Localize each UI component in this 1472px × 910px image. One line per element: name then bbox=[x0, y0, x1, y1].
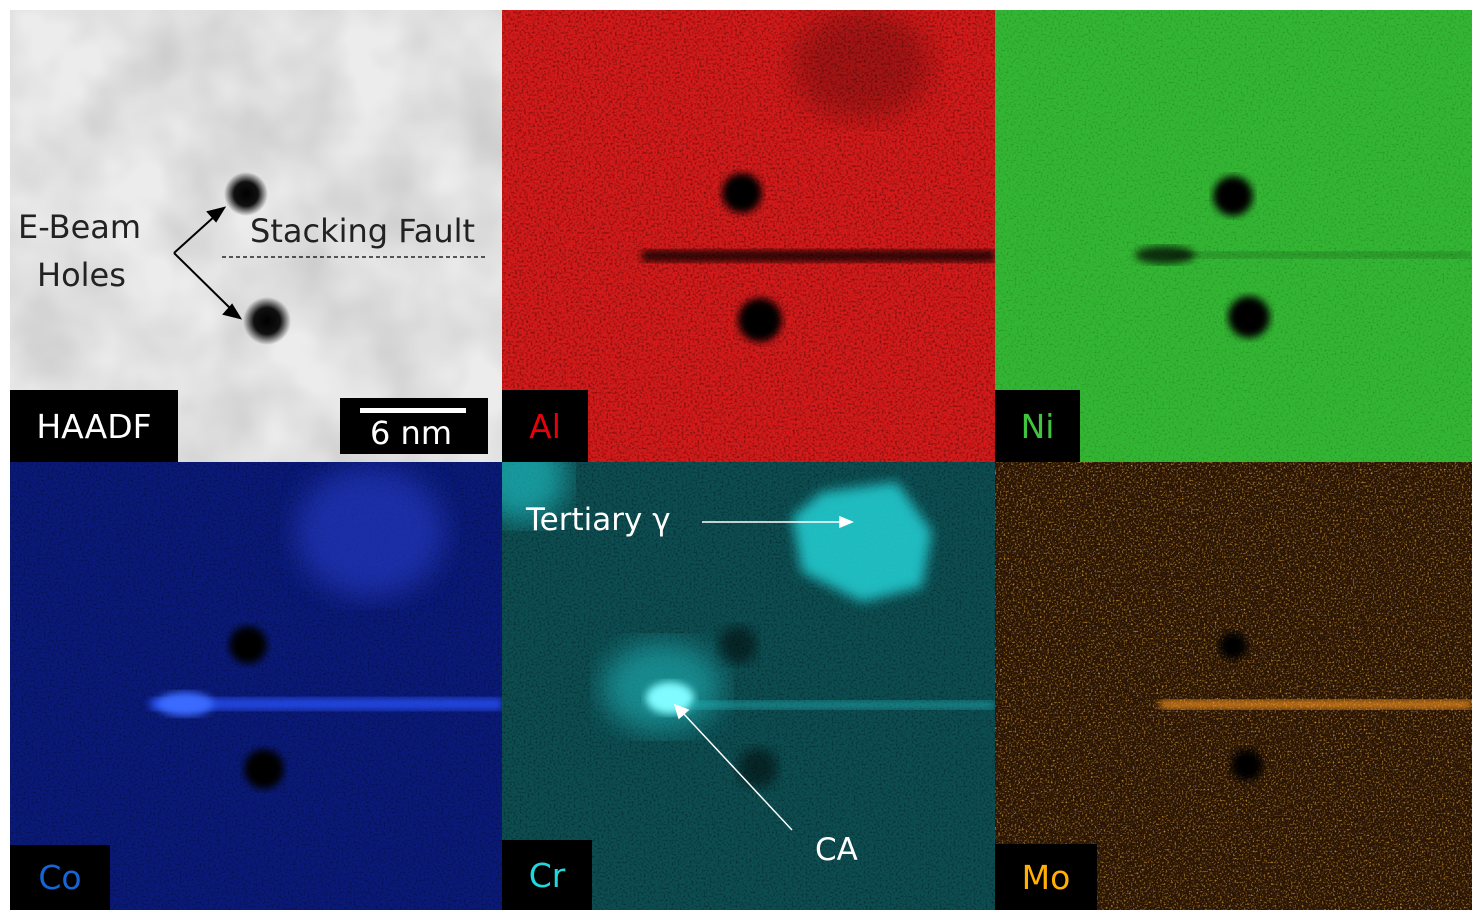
cr-label: Cr bbox=[502, 840, 592, 910]
ebeam-hole bbox=[244, 749, 284, 789]
ebeam-hole bbox=[738, 298, 782, 342]
ebeam-hole bbox=[1213, 176, 1253, 216]
ebeam-hole bbox=[224, 172, 268, 216]
stacking-fault-label: Stacking Fault bbox=[250, 212, 476, 250]
tertiary-gamma-precipitate bbox=[792, 482, 932, 602]
mo-label: Mo bbox=[995, 844, 1097, 910]
mo-map bbox=[995, 462, 1472, 910]
arrow-icon bbox=[173, 206, 243, 320]
mo-panel: Mo bbox=[995, 462, 1472, 910]
haadf-image bbox=[10, 10, 502, 462]
co-map bbox=[10, 462, 502, 910]
ca-region bbox=[646, 682, 694, 714]
co-panel: Co bbox=[10, 462, 502, 910]
ni-label: Ni bbox=[995, 390, 1080, 462]
haadf-label: HAADF bbox=[10, 390, 178, 462]
ebeam-hole bbox=[722, 173, 762, 213]
ebeam-label-line1: E-Beam bbox=[18, 208, 142, 246]
ni-panel: Ni bbox=[995, 10, 1472, 462]
ebeam-hole bbox=[1228, 296, 1270, 338]
ni-map bbox=[995, 10, 1472, 462]
ebeam-hole bbox=[243, 297, 291, 345]
ebeam-hole bbox=[1231, 749, 1263, 781]
ca-label: CA bbox=[815, 832, 858, 868]
co-label: Co bbox=[10, 845, 110, 910]
al-map bbox=[502, 10, 995, 462]
haadf-panel: E-Beam Holes Stacking Fault HAADF 6 nm bbox=[10, 10, 502, 462]
al-label: Al bbox=[502, 390, 588, 462]
scale-bar-box: 6 nm bbox=[340, 398, 488, 454]
ebeam-hole bbox=[229, 626, 267, 664]
ebeam-hole bbox=[738, 748, 778, 788]
ebeam-hole bbox=[719, 626, 757, 664]
ebeam-hole bbox=[1219, 632, 1247, 660]
arrow-icon bbox=[702, 515, 854, 529]
tertiary-gamma-label: Tertiary γ bbox=[526, 502, 671, 538]
cr-map bbox=[502, 462, 995, 910]
arrow-icon bbox=[673, 703, 793, 831]
cr-panel: Tertiary γ CA Cr bbox=[502, 462, 995, 910]
ebeam-label-line2: Holes bbox=[37, 256, 126, 294]
scale-bar-label: 6 nm bbox=[370, 414, 452, 452]
al-panel: Al bbox=[502, 10, 995, 462]
scale-bar bbox=[360, 408, 466, 413]
